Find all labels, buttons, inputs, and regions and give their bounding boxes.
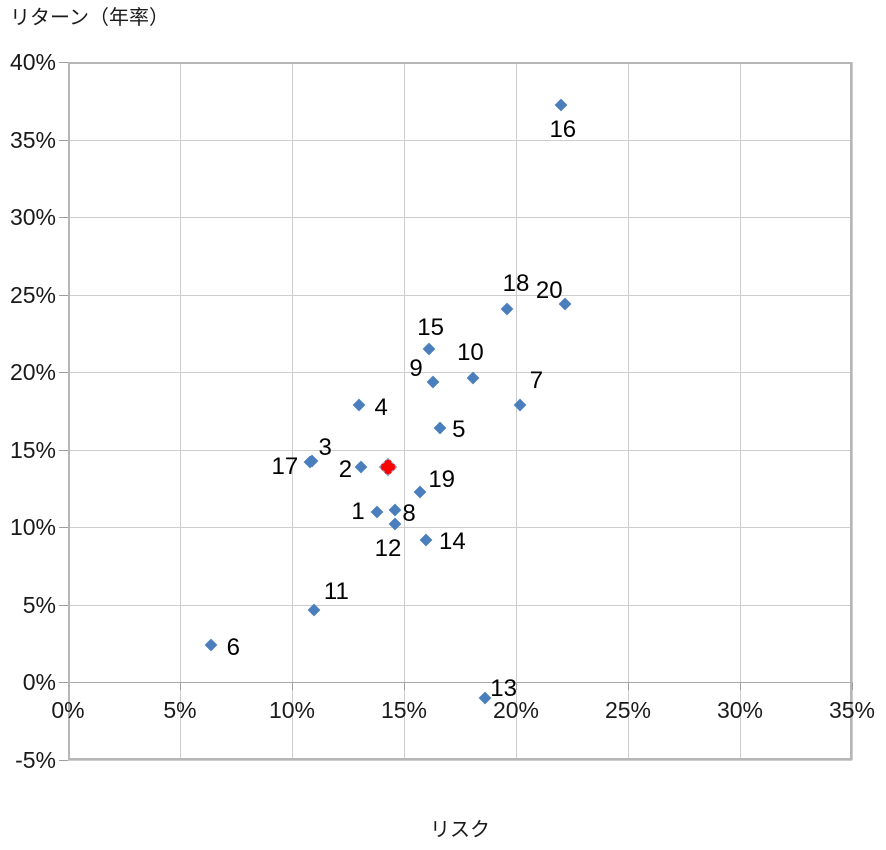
data-label-17: 17 xyxy=(271,453,299,481)
horizontal-gridline xyxy=(68,139,852,141)
data-label-13: 13 xyxy=(490,674,517,702)
horizontal-gridline xyxy=(68,449,852,451)
y-tick-label: 10% xyxy=(9,514,56,541)
data-point-18[interactable] xyxy=(500,302,514,315)
horizontal-gridline xyxy=(68,527,852,529)
y-tick-label: 25% xyxy=(9,281,56,308)
x-axis-title: リスク xyxy=(430,819,490,841)
y-axis-tick-mark xyxy=(59,449,68,451)
x-axis-tick-mark xyxy=(740,682,741,691)
vertical-gridline xyxy=(292,62,293,760)
x-axis-tick-mark xyxy=(292,682,293,691)
vertical-gridline xyxy=(628,62,629,760)
vertical-gridline xyxy=(404,62,405,760)
data-point-2[interactable] xyxy=(355,460,368,474)
vertical-gridline xyxy=(740,62,741,760)
x-axis-tick-mark xyxy=(180,682,181,691)
data-point-6[interactable] xyxy=(204,638,218,652)
data-point-1[interactable] xyxy=(370,505,384,519)
data-point-12[interactable] xyxy=(388,517,402,531)
horizontal-gridline xyxy=(68,62,852,63)
x-tick-label: 5% xyxy=(163,697,197,723)
horizontal-gridline xyxy=(68,294,852,296)
data-point-8[interactable] xyxy=(388,503,402,517)
x-tick-label: 0% xyxy=(51,697,85,723)
x-tick-label: 25% xyxy=(604,697,652,723)
data-point-19[interactable] xyxy=(413,485,427,499)
y-axis-tick-mark xyxy=(59,372,68,374)
x-tick-label: 10% xyxy=(268,697,316,723)
data-point-10[interactable] xyxy=(467,372,480,385)
plot-border xyxy=(68,62,852,760)
data-label-9: 9 xyxy=(409,354,423,382)
x-axis-tick-mark xyxy=(404,682,405,691)
horizontal-gridline xyxy=(68,760,852,761)
y-axis-tick-mark xyxy=(59,527,68,529)
data-point-14[interactable] xyxy=(420,533,433,547)
data-label-20: 20 xyxy=(535,276,563,304)
data-label-4: 4 xyxy=(374,393,388,421)
y-tick-label: 30% xyxy=(9,204,56,231)
x-axis-tick-mark xyxy=(852,682,853,691)
data-label-1: 1 xyxy=(351,497,365,525)
y-tick-label: 20% xyxy=(9,359,56,386)
highlight-data-point[interactable] xyxy=(379,457,398,477)
data-label-14: 14 xyxy=(439,527,466,555)
x-axis-tick-mark xyxy=(628,682,629,691)
data-label-5: 5 xyxy=(452,416,466,444)
data-label-6: 6 xyxy=(226,634,241,662)
y-axis-tick-mark xyxy=(59,217,68,219)
x-axis-tick-mark xyxy=(68,682,69,691)
y-tick-label: 40% xyxy=(9,49,56,75)
x-tick-label: 15% xyxy=(380,697,428,723)
horizontal-gridline xyxy=(68,372,852,374)
y-axis-tick-mark xyxy=(59,62,68,63)
y-axis-tick-mark xyxy=(59,760,68,761)
data-point-15[interactable] xyxy=(422,342,435,356)
y-tick-label: 0% xyxy=(22,669,56,696)
y-tick-label: 5% xyxy=(22,591,56,618)
x-tick-label: 35% xyxy=(828,697,876,723)
data-label-7: 7 xyxy=(529,366,544,394)
data-label-12: 12 xyxy=(374,535,402,563)
data-label-3: 3 xyxy=(318,433,332,461)
data-label-11: 11 xyxy=(323,577,349,605)
vertical-gridline xyxy=(852,62,853,760)
y-tick-label: 15% xyxy=(9,436,56,463)
x-tick-label: 30% xyxy=(716,697,764,723)
plot-area: 1 2 3 4 5 6 7 8 9 10 11 12 13 14 15 16 17 18 19 20 xyxy=(68,62,853,761)
data-point-9[interactable] xyxy=(426,375,440,388)
y-tick-label: 35% xyxy=(9,126,56,153)
data-label-2: 2 xyxy=(338,455,353,483)
data-label-19: 19 xyxy=(428,465,456,493)
vertical-gridline xyxy=(68,62,69,760)
data-label-18: 18 xyxy=(502,269,530,297)
x-axis-tick-mark xyxy=(516,682,517,691)
y-axis-tick-mark xyxy=(59,294,68,296)
y-axis-tick-mark xyxy=(59,139,68,141)
horizontal-gridline xyxy=(68,682,852,684)
data-label-15: 15 xyxy=(417,313,444,341)
data-label-16: 16 xyxy=(549,116,577,144)
data-label-8: 8 xyxy=(402,500,416,528)
data-label-10: 10 xyxy=(457,339,484,367)
y-axis-title: リターン（年率） xyxy=(10,7,169,29)
y-axis-tick-mark xyxy=(59,682,68,684)
data-point-16[interactable] xyxy=(554,99,568,112)
vertical-gridline xyxy=(516,62,517,760)
x-tick-label: 20% xyxy=(492,697,540,723)
horizontal-gridline xyxy=(68,604,852,606)
y-tick-label: -5% xyxy=(15,747,56,773)
data-point-4[interactable] xyxy=(352,398,366,412)
y-axis-tick-mark xyxy=(59,604,68,606)
vertical-gridline xyxy=(180,62,181,760)
data-point-5[interactable] xyxy=(433,421,447,435)
horizontal-gridline xyxy=(68,217,852,219)
